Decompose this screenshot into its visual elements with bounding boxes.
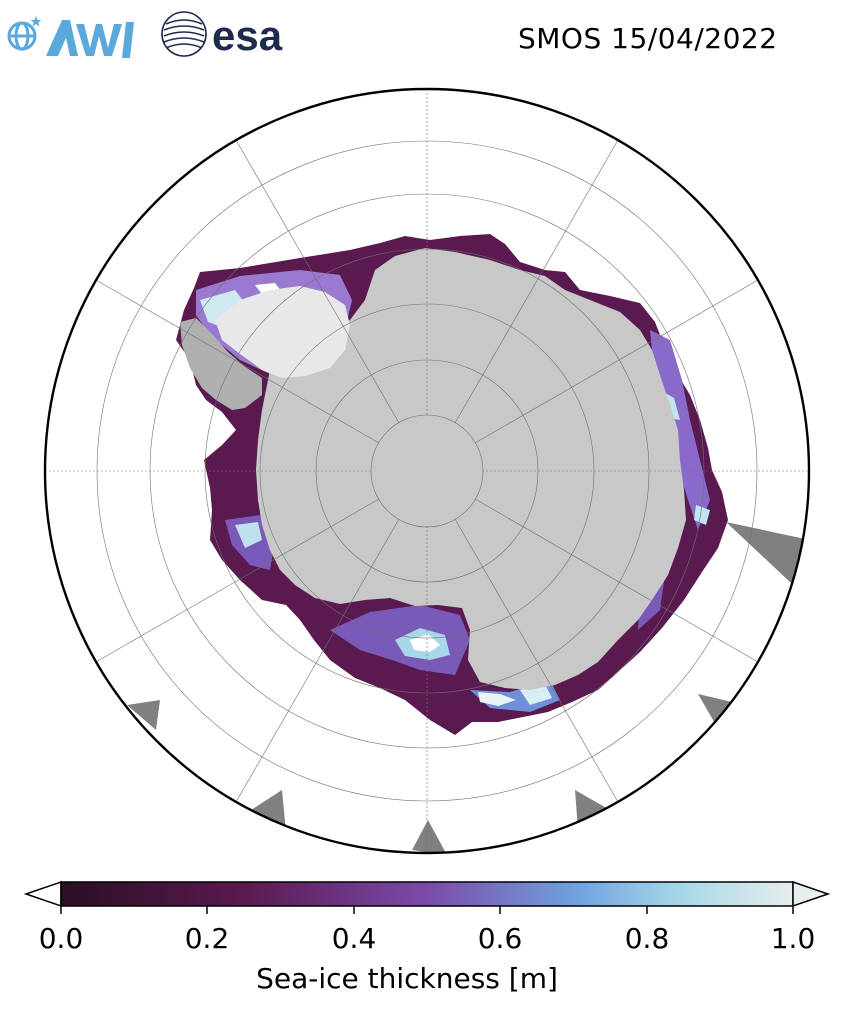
colorbar-tick-3: 0.6 — [477, 922, 523, 955]
colorbar — [23, 880, 831, 914]
colorbar-tick-0: 0.0 — [38, 922, 84, 955]
antarctic-peninsula — [180, 318, 262, 410]
colorbar-tick-4: 0.8 — [624, 922, 670, 955]
map-title: SMOS 15/04/2022 — [518, 22, 778, 55]
colorbar-gradient — [60, 881, 794, 907]
longitude-gridlines — [45, 89, 809, 853]
map-boundary — [43, 87, 811, 855]
esa-logo-text: esa — [212, 12, 283, 59]
colorbar-extend-max — [792, 880, 831, 908]
antarctic-sea-ice-map — [43, 87, 811, 855]
awi-logo — [7, 16, 134, 58]
colorbar-label: Sea-ice thickness [m] — [256, 962, 558, 995]
colorbar-tick-1: 0.2 — [184, 922, 230, 955]
antarctica-land — [256, 248, 686, 690]
ice-shelf — [215, 286, 350, 378]
esa-logo: esa — [161, 11, 283, 59]
colorbar-tick-5: 1.0 — [770, 922, 816, 955]
colorbar-tick-2: 0.4 — [331, 922, 377, 955]
colorbar-extend-min — [23, 880, 62, 908]
